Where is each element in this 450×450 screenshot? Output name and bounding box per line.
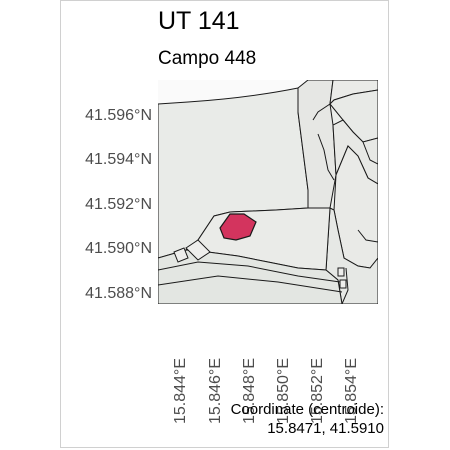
boundary-line-5 bbox=[341, 267, 349, 304]
boundary-line-4 bbox=[357, 229, 378, 243]
road-line-1 bbox=[158, 261, 341, 283]
boundary-line-1 bbox=[312, 103, 331, 121]
y-tick-label: 41.590°N bbox=[85, 240, 152, 257]
map-title: UT 141 bbox=[158, 7, 240, 35]
building-2 bbox=[173, 247, 189, 263]
x-tick-label: 15.846°E bbox=[207, 357, 224, 425]
centroid-label: Coordinate (centroide): bbox=[230, 401, 384, 418]
highlighted-parcel bbox=[219, 213, 257, 241]
building-3 bbox=[337, 267, 345, 277]
boundary-line-2 bbox=[317, 133, 335, 181]
map-panel[interactable] bbox=[158, 80, 378, 304]
y-tick-label: 41.596°N bbox=[85, 107, 152, 124]
boundary-line-3 bbox=[362, 141, 378, 165]
y-tick-label: 41.588°N bbox=[85, 285, 152, 302]
centroid-coordinates: Coordinate (centroide): 15.8471, 41.5910 bbox=[231, 400, 384, 438]
y-tick-label: 41.594°N bbox=[85, 151, 152, 168]
terrain-light bbox=[158, 80, 308, 104]
map-svg bbox=[158, 80, 378, 304]
road-line-2 bbox=[158, 275, 343, 293]
centroid-value: 15.8471, 41.5910 bbox=[267, 420, 384, 437]
x-tick-label: 15.844°E bbox=[172, 357, 189, 425]
building-4 bbox=[339, 279, 347, 289]
map-subtitle: Campo 448 bbox=[158, 48, 257, 69]
building-1 bbox=[185, 239, 211, 261]
y-tick-label: 41.592°N bbox=[85, 196, 152, 213]
